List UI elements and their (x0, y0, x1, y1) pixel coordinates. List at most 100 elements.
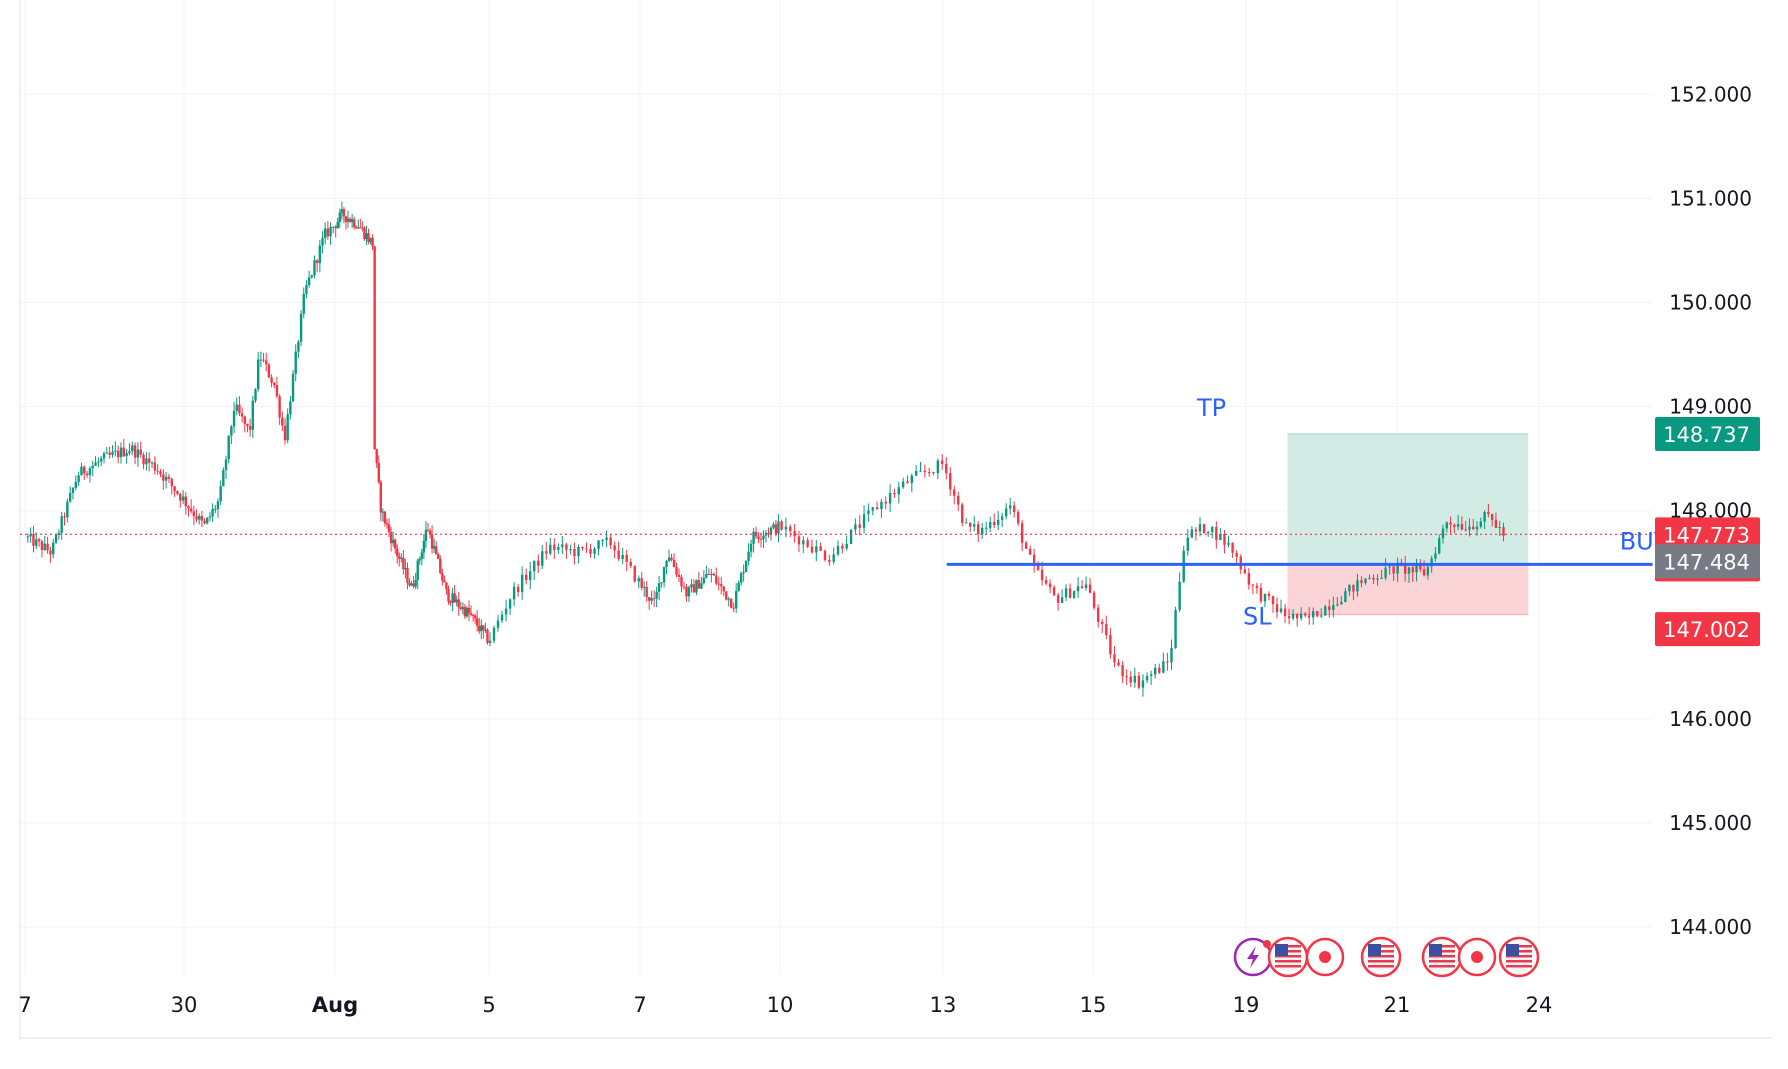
candle-body (398, 556, 401, 559)
candle-body (54, 534, 58, 543)
candle-body (660, 582, 663, 584)
candle-body (369, 237, 372, 243)
candle-body (71, 487, 75, 494)
candle-body (849, 529, 853, 544)
candle-body (774, 524, 778, 534)
candle-body (647, 597, 651, 601)
candle-body (1088, 584, 1092, 593)
candle-body (1426, 566, 1430, 576)
risk-reward-zones[interactable] (1287, 433, 1529, 616)
candle-body (1145, 675, 1149, 681)
us-flag-icon[interactable] (1360, 936, 1402, 978)
candle-body (35, 539, 38, 546)
candle-body (1502, 527, 1505, 536)
us-flag-icon[interactable] (1267, 936, 1309, 978)
candle-body (508, 599, 512, 609)
candle-body (1092, 592, 1096, 608)
candle-body (150, 462, 154, 464)
candle-body (1453, 524, 1456, 527)
us-flag-icon[interactable] (1498, 936, 1540, 978)
candle-body (94, 462, 97, 466)
candle-body (981, 527, 984, 534)
candle-body (97, 461, 100, 463)
take-profit-zone[interactable] (1287, 433, 1529, 565)
candle-body (662, 566, 666, 583)
candle-body (784, 526, 788, 530)
candle-body (1024, 542, 1028, 549)
candle-body (297, 341, 300, 352)
candle-body (569, 549, 572, 551)
candle-body (715, 575, 718, 584)
candle-body (1422, 569, 1426, 576)
candle-body (919, 470, 922, 472)
candle-body (307, 277, 311, 286)
lightning-icon[interactable] (1233, 937, 1273, 977)
candle-body (133, 445, 137, 458)
candle-body (348, 218, 352, 222)
candle-body (391, 539, 395, 544)
candle-body (589, 548, 592, 554)
candle-body (430, 534, 434, 549)
candle-body (445, 582, 448, 589)
candle-body (797, 536, 801, 545)
dot-icon[interactable] (1457, 937, 1497, 977)
candle-body (705, 574, 708, 578)
candle-body (131, 445, 134, 452)
candle-body (1186, 537, 1189, 551)
economic-events-bar[interactable] (1233, 936, 1540, 978)
candle-body (344, 216, 348, 222)
candle-body (520, 574, 524, 593)
candle-body (200, 515, 204, 521)
candle-body (248, 426, 252, 430)
candle-body (1449, 522, 1452, 525)
candle-body (352, 219, 356, 228)
candle-body (1101, 621, 1104, 625)
candle-body (672, 559, 676, 568)
candle-body (142, 454, 145, 465)
price-axis[interactable]: 152.000151.000150.000149.000148.000146.0… (1669, 82, 1752, 939)
candle-body (862, 514, 866, 528)
candle-body (504, 608, 508, 615)
candle-body (1303, 613, 1307, 616)
candle-body (451, 593, 454, 603)
dot-icon[interactable] (1305, 937, 1345, 977)
candle-body (1178, 581, 1181, 610)
candle-body (463, 606, 467, 617)
time-axis[interactable]: 7 30 Aug 5 7 10 13 15 19 21 24 (18, 993, 1552, 1017)
candle-body (222, 470, 225, 487)
candle-body (424, 529, 428, 541)
candle-body (410, 583, 413, 586)
candle-body (541, 551, 544, 566)
candle-body (153, 462, 157, 471)
candle-body (1251, 584, 1255, 586)
candle-body (315, 260, 319, 264)
candle-body (1215, 527, 1218, 541)
candle-body (1223, 533, 1226, 545)
candle-body (373, 246, 376, 450)
candle-body (1166, 661, 1169, 663)
candle-body (1113, 654, 1116, 663)
candle-body (393, 539, 397, 549)
candle-body (492, 627, 496, 641)
candle-body (426, 529, 430, 531)
candle-body (581, 546, 584, 549)
candle-body (739, 573, 743, 583)
candle-body (486, 629, 489, 643)
candle-body (203, 520, 206, 524)
candle-body (302, 293, 305, 314)
candle-body (1068, 588, 1072, 598)
candle-body (675, 567, 678, 575)
candle-body (734, 591, 738, 609)
candle-body (305, 285, 308, 294)
candle-body (52, 542, 55, 555)
take-profit-tag-text: 148.737 (1663, 423, 1750, 447)
candle-body (91, 465, 94, 469)
us-flag-icon[interactable] (1421, 936, 1463, 978)
candle-body (1016, 512, 1020, 524)
candle-body (291, 373, 295, 402)
candle-body (757, 536, 760, 539)
candle-body (43, 543, 46, 551)
